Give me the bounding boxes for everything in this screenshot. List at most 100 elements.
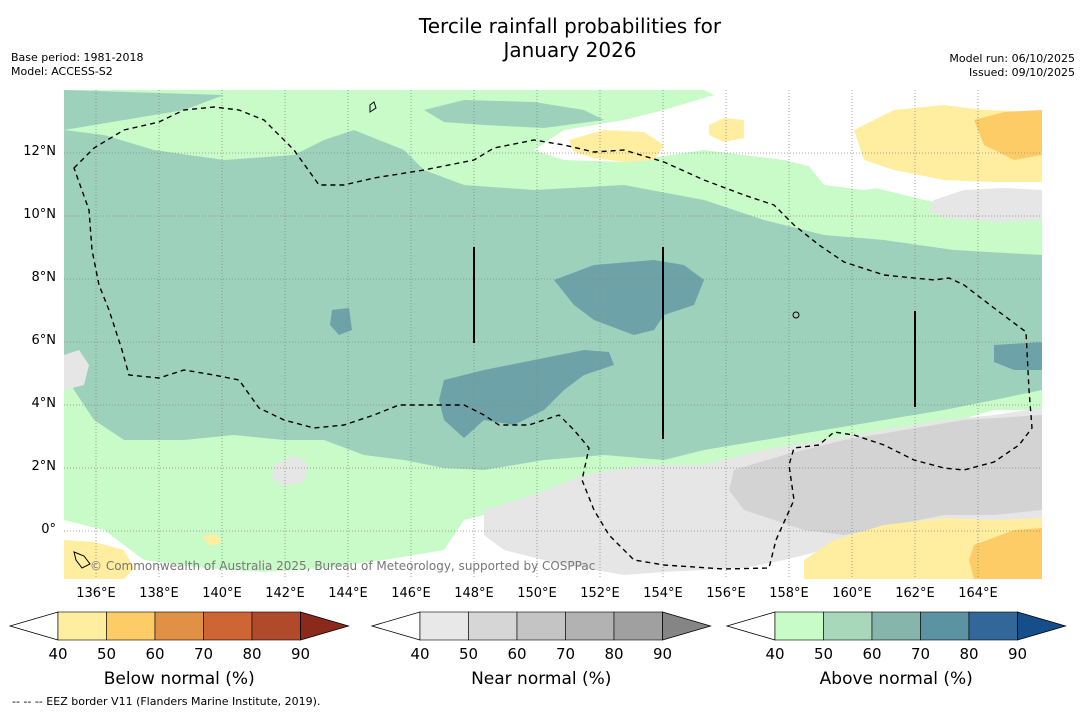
colorbar-segment [251,611,301,641]
meta-right: Model run: 06/10/2025 Issued: 09/10/2025 [949,52,1075,80]
colorbar-segment [516,611,566,641]
latitude-label: 10°N [23,207,56,222]
colorbar-under-triangle [8,611,59,641]
colorbar-tick: 50 [459,645,478,663]
near-40-upper-right [929,188,1042,222]
colorbar-tick: 80 [604,645,623,663]
colorbar-legends: 40 50 60 70 80 90 Below normal (%) 40 50 60 70 80 90… [8,611,1067,689]
model-run: Model run: 06/10/2025 [949,52,1075,65]
island-outline-2 [792,311,800,319]
below-40-small-patch [202,534,222,546]
colorbar-over-triangle [1017,611,1067,641]
copyright-notice: © Commonwealth of Australia 2025, Bureau… [90,559,596,573]
above-60-small-patch [330,308,352,335]
longitude-label: 146°E [391,586,431,601]
latitude-label: 0° [41,522,56,537]
longitude-label: 156°E [706,586,746,601]
above-60-center-patch [554,260,704,335]
colorbar-tick: 80 [959,645,978,663]
colorbar-tick: 40 [48,645,67,663]
above-50-top-patch [424,100,604,128]
colorbar-title: Above normal (%) [820,669,973,689]
near-40-left-patch [64,350,89,390]
longitude-label: 142°E [265,586,305,601]
colorbar-tick: 50 [97,645,116,663]
above-50-left-strip [64,90,224,130]
island-outline-1 [369,101,377,113]
colorbar-tick: 90 [1008,645,1027,663]
colorbar-segment [920,611,970,641]
longitude-label: 148°E [454,586,494,601]
colorbar-under-triangle [370,611,421,641]
colorbar-segment [106,611,156,641]
probability-map [64,90,1042,579]
colorbar-1: 40 50 60 70 80 90 Near normal (%) [370,611,712,689]
colorbar-segment [57,611,107,641]
colorbar-segment [613,611,663,641]
title-line-1: Tercile rainfall probabilities for [418,14,722,38]
longitude-label: 160°E [832,586,872,601]
base-period: Base period: 1981-2018 [11,51,144,64]
colorbar-over-triangle [662,611,712,641]
colorbar-tick: 90 [291,645,310,663]
latitude-label: 6°N [31,333,57,348]
colorbar-title: Below normal (%) [104,669,255,689]
near-40-small-patch [272,455,309,486]
eez-border [73,106,1033,570]
colorbar-segment [871,611,921,641]
meta-left: Base period: 1981-2018 Model: ACCESS-S2 [11,51,143,79]
longitude-label: 158°E [769,586,809,601]
colorbar-segment [203,611,253,641]
colorbar-over-triangle [300,611,350,641]
colorbar-tick: 50 [814,645,833,663]
title-line-2: January 2026 [503,38,637,62]
colorbar-tick: 70 [911,645,930,663]
issued-date: Issued: 09/10/2025 [968,66,1075,79]
longitude-label: 150°E [517,586,557,601]
above-60-right-patch [994,342,1042,370]
colorbar-segment [823,611,873,641]
above-60-lower-patch [439,350,614,438]
eez-footnote: -- -- -- EEZ border V11 (Flanders Marine… [12,695,321,708]
longitude-label: 144°E [328,586,368,601]
colorbar-tick: 70 [556,645,575,663]
near-50-region [729,415,1042,535]
island-outline-3 [73,551,91,569]
longitude-label: 136°E [76,586,116,601]
latitude-label: 4°N [31,396,57,411]
colorbar-segment [419,611,469,641]
longitude-label: 140°E [202,586,242,601]
above-50-region [64,130,1042,470]
below-50-lower-right [969,528,1042,579]
latitude-label: 2°N [31,459,57,474]
below-50-upper-right [974,110,1042,160]
longitude-label: 138°E [139,586,179,601]
colorbar-tick: 60 [862,645,881,663]
colorbar-tick: 70 [194,645,213,663]
colorbar-tick: 90 [653,645,672,663]
longitude-label: 162°E [895,586,935,601]
colorbar-segment [774,611,824,641]
colorbar-0: 40 50 60 70 80 90 Below normal (%) [8,611,350,689]
longitude-label: 154°E [643,586,683,601]
latitude-label: 12°N [23,144,56,159]
colorbar-segment [154,611,204,641]
colorbar-tick: 40 [765,645,784,663]
colorbar-tick: 60 [145,645,164,663]
model-name: Model: ACCESS-S2 [11,65,113,78]
longitude-label: 152°E [580,586,620,601]
below-40-top-patch [569,130,664,162]
latitude-label: 8°N [31,270,57,285]
colorbar-tick: 60 [507,645,526,663]
colorbar-segment [468,611,518,641]
below-40-lower-left [64,540,134,579]
colorbar-tick: 80 [242,645,261,663]
colorbar-under-triangle [725,611,776,641]
colorbar-2: 40 50 60 70 80 90 Above normal (%) [725,611,1067,689]
colorbar-title: Near normal (%) [471,669,611,689]
longitude-label: 164°E [958,586,998,601]
colorbar-segment [565,611,615,641]
chart-title: Tercile rainfall probabilities for Janua… [0,14,1085,62]
colorbar-segment [968,611,1018,641]
colorbar-tick: 40 [410,645,429,663]
